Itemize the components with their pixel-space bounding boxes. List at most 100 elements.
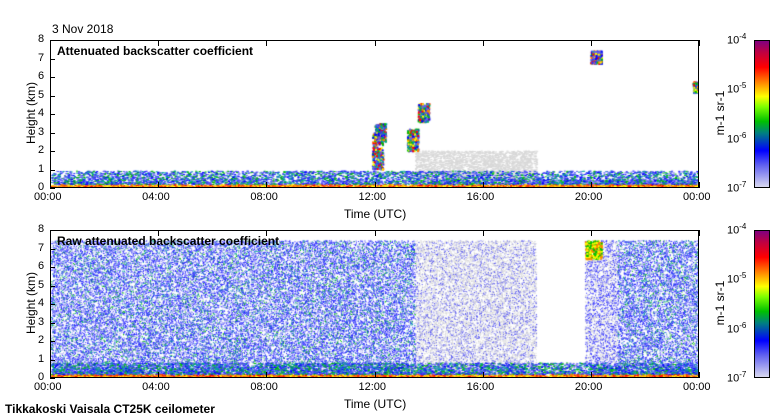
colorbar-tick: 10-5 [727, 81, 747, 97]
x-tick [158, 40, 160, 46]
x-tick [590, 230, 592, 236]
colorbar-tick: 10-7 [727, 370, 747, 385]
x-tick-label: 20:00 [574, 381, 603, 393]
backscatter-heatmap [51, 231, 698, 377]
colorbar [754, 40, 770, 188]
y-tick [50, 341, 55, 342]
y-tick [50, 132, 55, 134]
colorbar-tick: 10-7 [727, 180, 747, 195]
y-tick-label: 1 [38, 162, 45, 175]
x-tick [374, 40, 376, 46]
y-tick [50, 77, 55, 78]
x-tick [50, 182, 51, 188]
colorbar-tick: 10-6 [727, 130, 747, 146]
x-tick [266, 182, 268, 188]
colorbar-label: m-1 sr-1 [713, 90, 727, 136]
x-tick-label: 16:00 [466, 191, 495, 203]
x-tick [374, 230, 376, 236]
colorbar-tick: 10-4 [727, 32, 747, 47]
y-tick [50, 267, 55, 268]
y-tick-label: 4 [38, 297, 45, 309]
x-tick [158, 182, 160, 188]
y-tick-label: 2 [38, 334, 45, 346]
y-tick [50, 378, 55, 379]
footer-label: Tikkakoski Vaisala CT25K ceilometer [5, 402, 215, 416]
x-tick-label: 12:00 [358, 381, 387, 393]
x-tick [374, 182, 376, 188]
x-tick [699, 230, 700, 236]
panel-title: Raw attenuated backscatter coefficient [57, 234, 280, 248]
x-tick-label: 00:00 [34, 381, 62, 393]
y-tick-label: 2 [38, 144, 45, 156]
y-tick-label: 1 [38, 352, 45, 365]
x-tick [266, 372, 268, 378]
x-tick-label: 08:00 [250, 191, 278, 203]
y-tick-label: 6 [38, 260, 45, 272]
y-tick [50, 95, 55, 97]
colorbar-label: m-1 sr-1 [713, 280, 727, 326]
x-tick-label: 04:00 [142, 381, 170, 393]
colorbar [754, 230, 770, 378]
x-tick [374, 372, 376, 378]
panel-title: Attenuated backscatter coefficient [57, 44, 254, 58]
y-tick-label: 0 [38, 181, 45, 193]
y-axis-label: Height (km) [24, 82, 38, 145]
y-tick [50, 169, 55, 171]
x-tick-label: 08:00 [250, 381, 278, 393]
x-tick [158, 372, 160, 378]
x-tick [482, 230, 484, 236]
y-tick [50, 188, 55, 189]
y-tick-label: 5 [38, 88, 45, 101]
y-axis-label: Height (km) [24, 272, 38, 335]
y-tick [50, 40, 55, 41]
y-tick [50, 304, 55, 305]
x-tick [50, 40, 51, 46]
date-label: 3 Nov 2018 [52, 22, 114, 36]
y-tick-label: 3 [38, 315, 45, 328]
x-tick [699, 372, 700, 378]
x-tick [590, 372, 592, 378]
y-tick [50, 58, 55, 60]
y-tick-label: 4 [38, 107, 45, 119]
x-tick-label: 00:00 [34, 191, 62, 203]
plot-panel-0: Attenuated backscatter coefficient [50, 40, 699, 188]
x-tick [482, 182, 484, 188]
y-tick-label: 8 [38, 223, 45, 235]
x-tick [158, 230, 160, 236]
plot-panel-1: Raw attenuated backscatter coefficient [50, 230, 699, 378]
x-tick [482, 372, 484, 378]
x-tick-label: 00:00 [683, 381, 711, 393]
x-tick [482, 40, 484, 46]
y-tick-label: 0 [38, 371, 45, 383]
x-axis-label: Time (UTC) [344, 397, 407, 411]
y-tick [50, 151, 55, 152]
x-tick-label: 16:00 [466, 381, 495, 393]
x-tick [266, 230, 268, 236]
x-tick [590, 40, 592, 46]
x-tick-label: 00:00 [683, 191, 711, 203]
y-tick-label: 6 [38, 70, 45, 82]
colorbar-tick: 10-5 [727, 271, 747, 287]
x-tick [699, 182, 700, 188]
y-tick [50, 285, 55, 287]
x-tick [266, 40, 268, 46]
x-tick-label: 04:00 [142, 191, 170, 203]
y-tick [50, 248, 55, 250]
y-tick-label: 7 [38, 241, 45, 254]
y-tick-label: 3 [38, 125, 45, 138]
y-tick-label: 7 [38, 51, 45, 64]
x-axis-label: Time (UTC) [344, 207, 407, 221]
colorbar-tick: 10-4 [727, 222, 747, 237]
x-tick [50, 372, 51, 378]
y-tick-label: 5 [38, 278, 45, 291]
x-tick-label: 12:00 [358, 191, 387, 203]
x-tick [699, 40, 700, 46]
x-tick [50, 230, 51, 236]
y-tick-label: 8 [38, 33, 45, 45]
x-tick [590, 182, 592, 188]
y-tick [50, 114, 55, 115]
colorbar-tick: 10-6 [727, 320, 747, 336]
x-tick-label: 20:00 [574, 191, 603, 203]
y-tick [50, 359, 55, 361]
backscatter-heatmap [51, 41, 698, 187]
